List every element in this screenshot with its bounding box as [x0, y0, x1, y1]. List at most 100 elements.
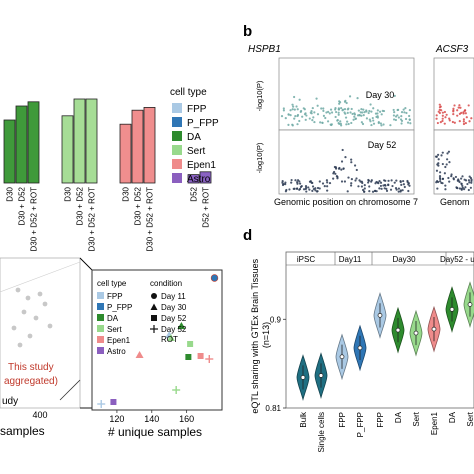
manhattan-point-day52	[359, 180, 362, 183]
bar-label: D30 + D52 + ROT	[146, 187, 155, 252]
manhattan-point-day30	[337, 111, 340, 114]
manhattan-point-day52	[284, 190, 288, 193]
manhattan-point-day30	[322, 109, 325, 112]
manhattan-point-right-day52	[438, 174, 442, 178]
manhattan-point-day30	[350, 107, 353, 111]
left-point	[37, 291, 43, 297]
manhattan-point-day30	[372, 107, 375, 110]
manhattan-point-day30	[311, 118, 314, 122]
left-point	[21, 309, 27, 315]
legend-title-cell-type: cell type	[170, 87, 207, 98]
manhattan-point-day30	[343, 100, 347, 103]
manhattan-point-day30	[345, 101, 348, 105]
manhattan-point-day52	[368, 190, 371, 193]
zoom-legend-swatch-fpp	[97, 292, 104, 299]
manhattan-point-day30	[301, 115, 304, 118]
manhattan-point-day30	[400, 111, 404, 114]
manhattan-point-day52	[393, 181, 396, 184]
manhattan-point-day30	[295, 105, 298, 108]
manhattan-point-day30	[337, 107, 340, 110]
manhattan-point-day52	[374, 182, 377, 185]
legend-label-epen1: Epen1	[187, 160, 216, 171]
left-point	[27, 333, 33, 339]
manhattan-point-day52	[305, 190, 308, 193]
manhattan-point-right-day52	[447, 176, 450, 180]
bar-da	[15, 105, 28, 184]
manhattan-point-day52	[402, 183, 405, 186]
d-x-label: Bulk	[299, 411, 308, 428]
manhattan-point-right-day52	[444, 184, 447, 187]
manhattan-points	[280, 94, 473, 193]
manhattan-point-day52	[380, 187, 383, 190]
manhattan-point-day52	[305, 186, 308, 189]
manhattan-point-day30	[400, 122, 403, 125]
d-group-label: Day11	[339, 255, 362, 264]
manhattan-point-day30	[402, 108, 405, 111]
manhattan-point-day30	[313, 111, 316, 114]
manhattan-point-day30	[405, 111, 408, 115]
zoom-legend-condition-label: Day 30	[161, 303, 187, 312]
zoom-legend-condition-label: Day 52	[161, 314, 187, 323]
manhattan-point-right-day52	[441, 177, 444, 180]
violin-median	[318, 373, 324, 378]
d-y-axis-label: eQTL sharing with GTEx Brain Tissues (n=…	[250, 256, 271, 413]
manhattan-point-day30	[353, 112, 356, 115]
zoom-legend-condition-label: ROT	[161, 335, 178, 344]
zoom-x-tick-label: 120	[109, 414, 124, 424]
manhattan-point-day52	[367, 181, 370, 184]
violin-median	[449, 307, 455, 312]
bar-label: D30 + D52	[76, 186, 85, 225]
manhattan-point-day52	[406, 181, 409, 184]
manhattan-point-day30	[319, 121, 322, 124]
manhattan-point-day30	[359, 111, 362, 114]
track1-y-label: -log10(P)	[255, 80, 264, 111]
manhattan-point-right-day52	[435, 169, 439, 172]
d-x-label: Sert	[412, 411, 421, 426]
manhattan-point-day52	[343, 180, 347, 183]
violin-median	[339, 354, 345, 360]
manhattan-point-day52	[371, 190, 375, 193]
manhattan-point-day30	[343, 111, 346, 114]
manhattan-point-day30	[393, 94, 396, 97]
manhattan-point-day52	[407, 183, 410, 186]
left-point	[42, 301, 48, 307]
manhattan-point-day52	[400, 183, 403, 186]
manhattan-point-day30	[320, 107, 323, 110]
manhattan-point-day52	[373, 189, 377, 193]
manhattan-point-day30	[339, 120, 342, 123]
manhattan-point-day30	[296, 123, 299, 126]
manhattan-point-day30	[303, 108, 306, 111]
manhattan-point-day52	[334, 172, 337, 175]
manhattan-point-day52	[395, 179, 398, 182]
manhattan-point-day30	[282, 109, 285, 112]
manhattan-point-right-day52	[443, 172, 446, 175]
manhattan-point-right-day30	[439, 121, 442, 124]
manhattan-point-right-day52	[460, 177, 463, 180]
bar-label: D30	[122, 186, 131, 201]
manhattan-point-right-day52	[444, 188, 447, 191]
manhattan-point-right-day52	[447, 150, 451, 153]
manhattan-point-day52	[342, 167, 345, 170]
manhattan-point-day52	[378, 187, 381, 190]
manhattan-point-day52	[292, 187, 295, 191]
manhattan-point-right-day30	[448, 117, 451, 120]
manhattan-point-day30	[349, 111, 352, 114]
manhattan-point-day30	[311, 106, 314, 110]
manhattan-point-day30	[369, 103, 372, 106]
d-x-label: Sert	[466, 411, 474, 426]
manhattan-point-right-day52	[441, 162, 444, 166]
manhattan-point-right-day30	[436, 121, 439, 125]
manhattan-point-day30	[321, 121, 324, 125]
manhattan-point-right-day52	[454, 175, 458, 179]
manhattan-point-day30	[296, 113, 300, 117]
annotation-aggregated: aggregated)	[4, 376, 58, 387]
zoom-legend-label-da: DA	[107, 314, 119, 323]
manhattan-point-day30	[327, 110, 330, 113]
manhattan-point-day52	[334, 166, 338, 169]
manhattan-point-day30	[361, 111, 364, 114]
manhattan-point-right-day30	[441, 111, 444, 114]
panel-label-b: b	[243, 23, 252, 40]
manhattan-point-day52	[299, 185, 303, 189]
zoom-legend-label-astro: Astro	[107, 347, 126, 356]
d-y-ticks: 0.9 0.81	[265, 315, 286, 413]
